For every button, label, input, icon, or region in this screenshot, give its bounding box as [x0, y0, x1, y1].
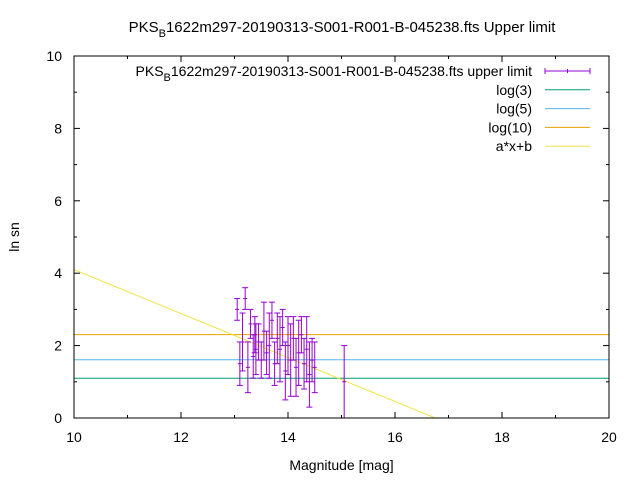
- chart-title: PKSB1622m297-20190313-S001-R001-B-045238…: [129, 19, 557, 40]
- error-bar-point: [242, 287, 249, 310]
- y-tick-label: 10: [46, 48, 62, 64]
- error-bar-point: [282, 341, 289, 401]
- legend: PKSB1622m297-20190313-S001-R001-B-045238…: [136, 63, 591, 154]
- error-bar-point: [244, 341, 251, 394]
- legend-label: log(3): [496, 82, 532, 98]
- x-tick-label: 16: [387, 429, 403, 445]
- y-tick-label: 2: [54, 338, 62, 354]
- x-tick-label: 14: [280, 429, 296, 445]
- error-bar-point: [276, 316, 283, 383]
- y-tick-label: 0: [54, 410, 62, 426]
- error-bar-point: [234, 298, 241, 321]
- y-tick-label: 6: [54, 193, 62, 209]
- error-bar-point: [309, 337, 316, 383]
- error-bar-point: [239, 312, 246, 372]
- error-bar-point: [266, 312, 273, 379]
- legend-label: log(10): [488, 119, 532, 135]
- x-axis-label: Magnitude [mag]: [289, 457, 393, 473]
- error-bar-point: [274, 312, 281, 365]
- legend-label: a*x+b: [496, 138, 532, 154]
- error-bar-point: [247, 308, 254, 339]
- legend-label: log(5): [496, 101, 532, 117]
- error-bar-point: [306, 341, 313, 408]
- error-bar-point: [268, 301, 275, 339]
- y-tick-label: 8: [54, 120, 62, 136]
- x-axis: 10 12 14 16 18 20: [66, 56, 617, 445]
- legend-label: PKSB1622m297-20190313-S001-R001-B-045238…: [136, 63, 533, 84]
- error-bar-point: [263, 330, 270, 376]
- error-bar-point: [341, 345, 348, 418]
- error-bar-point: [251, 316, 258, 354]
- error-bar-point: [311, 341, 318, 394]
- y-axis-label: ln sn: [6, 222, 22, 252]
- error-bar-point: [298, 316, 305, 354]
- x-tick-label: 10: [66, 429, 82, 445]
- x-tick-label: 18: [494, 429, 510, 445]
- x-tick-label: 12: [173, 429, 189, 445]
- plot-area: [74, 269, 609, 418]
- error-bar-point: [293, 337, 300, 397]
- error-bar-point: [285, 316, 291, 376]
- error-bar-point: [279, 308, 286, 347]
- y-tick-label: 4: [54, 265, 62, 281]
- error-bar-point: [301, 337, 308, 390]
- error-bar-point: [303, 316, 310, 383]
- x-tick-label: 20: [601, 429, 617, 445]
- y-axis: 0 2 4 6 8 10: [46, 48, 609, 426]
